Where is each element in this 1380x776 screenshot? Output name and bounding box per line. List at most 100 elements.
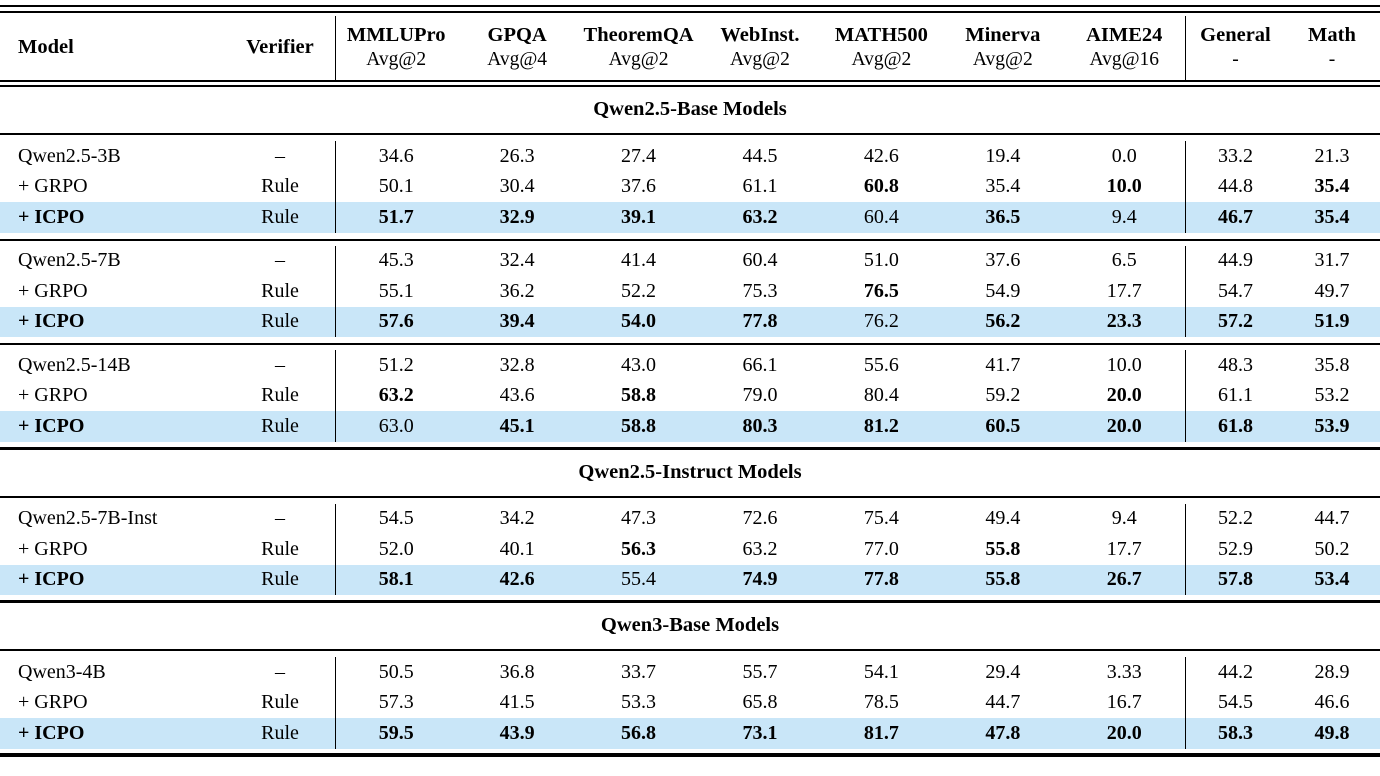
table-row: Qwen2.5-7B – 45.3 32.4 41.4 60.4 51.0 37.6 6.5 44… — [0, 245, 1380, 276]
value-cell: 39.1 — [621, 205, 657, 228]
column-label: General — [1200, 23, 1271, 46]
column-label: GPQA — [487, 23, 547, 46]
verifier-cell: Rule — [261, 537, 299, 560]
table-row: + ICPO Rule 63.0 45.1 58.8 80.3 81.2 60.5 20.0 61… — [0, 411, 1380, 442]
value-cell: 36.8 — [499, 660, 535, 683]
column-sublabel: Avg@2 — [608, 49, 669, 71]
table-sections: Qwen2.5-Base Models Qwen2.5-3B – 34.6 26.3 27… — [0, 87, 1380, 749]
value-cell: 49.7 — [1314, 279, 1350, 302]
column-label: WebInst. — [720, 23, 800, 46]
column-label: MMLUPro — [346, 23, 446, 46]
value-cell: 31.7 — [1314, 249, 1350, 272]
column-label: MATH500 — [834, 23, 928, 46]
value-cell: 52.9 — [1184, 534, 1285, 565]
column-label: TheoremQA — [583, 23, 694, 46]
column-header: General - — [1184, 15, 1285, 80]
value-cell: 29.4 — [985, 660, 1021, 683]
value-cell: 35.4 — [1314, 175, 1350, 198]
section-rule — [0, 446, 1380, 450]
value-cell: 43.9 — [499, 721, 535, 744]
table-row: + ICPO Rule 58.1 42.6 55.4 74.9 77.8 55.8 26.7 57… — [0, 564, 1380, 595]
column-sublabel: Avg@16 — [1089, 49, 1160, 71]
model-cell: + GRPO — [18, 175, 88, 198]
value-cell: 28.9 — [1314, 660, 1350, 683]
value-cell: 20.0 — [1106, 414, 1142, 437]
value-cell: 73.1 — [742, 721, 778, 744]
value-cell: 61.1 — [1184, 380, 1285, 411]
column-header: GPQA Avg@4 — [456, 16, 577, 80]
value-cell: 46.7 — [1184, 202, 1285, 233]
model-cell: Qwen2.5-7B — [18, 249, 121, 272]
value-cell: 44.8 — [1184, 171, 1285, 202]
value-cell: 53.3 — [621, 691, 657, 714]
value-cell: 55.4 — [621, 568, 657, 591]
column-header: Model — [0, 16, 225, 80]
value-cell: 40.1 — [499, 537, 535, 560]
value-cell: 78.5 — [863, 691, 899, 714]
model-cell: + ICPO — [18, 568, 85, 591]
value-cell: 44.5 — [742, 144, 778, 167]
value-cell: 30.4 — [499, 175, 535, 198]
value-cell: 44.7 — [985, 691, 1021, 714]
value-cell: 49.8 — [1314, 721, 1350, 744]
value-cell: 53.4 — [1314, 568, 1350, 591]
column-sublabel: Avg@4 — [487, 49, 548, 71]
bottom-rule — [0, 752, 1380, 757]
value-cell: 50.1 — [335, 171, 456, 202]
value-cell: 35.4 — [1314, 205, 1350, 228]
model-cell: + GRPO — [18, 384, 88, 407]
table-row: Qwen2.5-14B – 51.2 32.8 43.0 66.1 55.6 41.7 10.0… — [0, 350, 1380, 381]
verifier-cell: – — [275, 353, 285, 376]
value-cell: 32.4 — [499, 249, 535, 272]
value-cell: 79.0 — [742, 384, 778, 407]
value-cell: 60.5 — [985, 414, 1021, 437]
value-cell: 35.4 — [985, 175, 1021, 198]
value-cell: 57.2 — [1184, 306, 1285, 337]
model-cell: + ICPO — [18, 310, 85, 333]
table-row: Qwen3-4B – 50.5 36.8 33.7 55.7 54.1 29.4 3.33 44.… — [0, 657, 1380, 688]
header-rule — [0, 79, 1380, 87]
section-title: Qwen2.5-Base Models — [593, 98, 787, 120]
value-cell: 65.8 — [742, 691, 778, 714]
value-cell: 32.8 — [499, 353, 535, 376]
value-cell: 54.7 — [1184, 276, 1285, 307]
table-row: + ICPO Rule 59.5 43.9 56.8 73.1 81.7 47.8 20.0 58… — [0, 718, 1380, 749]
column-header: TheoremQA Avg@2 — [578, 16, 699, 80]
model-cell: Qwen3-4B — [18, 660, 106, 683]
value-cell: 33.7 — [621, 660, 657, 683]
table-row: + GRPO Rule 52.0 40.1 56.3 63.2 77.0 55.8 17.7 52… — [0, 534, 1380, 565]
value-cell: 10.0 — [1106, 353, 1142, 376]
section-title-rule — [0, 133, 1380, 135]
value-cell: 41.7 — [985, 353, 1021, 376]
value-cell: 43.6 — [499, 384, 535, 407]
value-cell: 54.5 — [1184, 687, 1285, 718]
value-cell: 56.8 — [621, 721, 657, 744]
value-cell: 48.3 — [1184, 350, 1285, 381]
value-cell: 37.6 — [621, 175, 657, 198]
table-row: + GRPO Rule 57.3 41.5 53.3 65.8 78.5 44.7 16.7 54… — [0, 687, 1380, 718]
verifier-cell: Rule — [261, 384, 299, 407]
value-cell: 55.1 — [335, 276, 456, 307]
value-cell: 46.6 — [1314, 691, 1350, 714]
value-cell: 50.5 — [335, 657, 456, 688]
value-cell: 54.9 — [985, 279, 1021, 302]
group-rule — [0, 238, 1380, 241]
value-cell: 26.3 — [499, 144, 535, 167]
verifier-cell: Rule — [261, 414, 299, 437]
value-cell: 39.4 — [499, 310, 535, 333]
value-cell: 34.6 — [335, 141, 456, 172]
column-sublabel: Avg@2 — [972, 49, 1033, 71]
verifier-cell: Rule — [261, 175, 299, 198]
verifier-cell: Rule — [261, 721, 299, 744]
value-cell: 72.6 — [742, 507, 778, 530]
table-row: Qwen2.5-3B – 34.6 26.3 27.4 44.5 42.6 19.4 0.0 33… — [0, 141, 1380, 172]
column-header: MMLUPro Avg@2 — [335, 15, 456, 80]
value-cell: 26.7 — [1106, 568, 1142, 591]
value-cell: 32.9 — [499, 205, 535, 228]
top-rule — [0, 5, 1380, 13]
value-cell: 54.0 — [621, 310, 657, 333]
value-cell: 57.3 — [335, 687, 456, 718]
value-cell: 44.9 — [1184, 245, 1285, 276]
column-header: Verifier — [225, 16, 335, 80]
column-label: Math — [1308, 23, 1356, 46]
